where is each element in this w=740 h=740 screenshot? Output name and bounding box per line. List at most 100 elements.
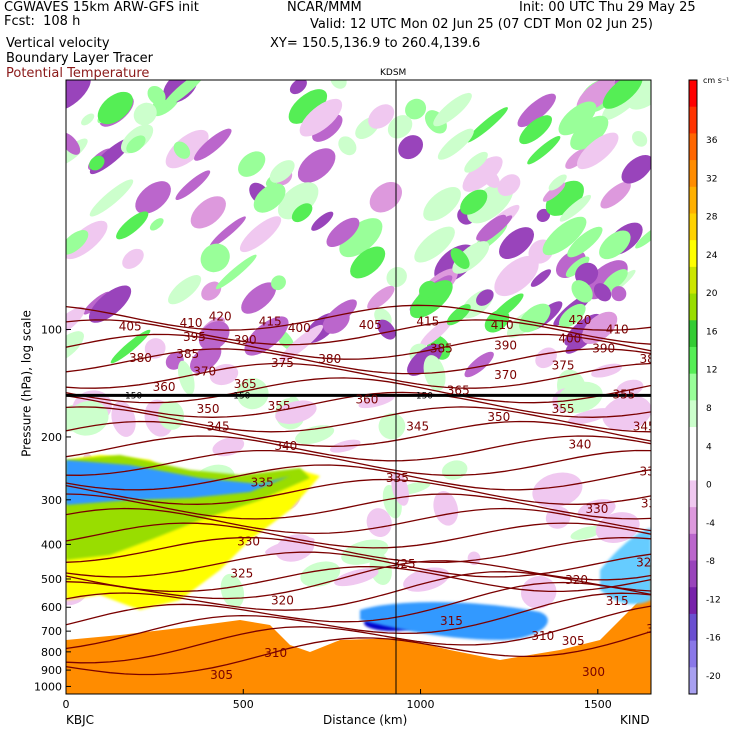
velocity-cell bbox=[369, 182, 402, 213]
station-label-right: KIND bbox=[620, 713, 650, 727]
theta-contour-label: 375 bbox=[552, 358, 575, 372]
velocity-cell bbox=[565, 256, 590, 278]
velocity-cell bbox=[312, 114, 343, 142]
colorbar-swatch bbox=[689, 560, 697, 588]
theta-contour-label: 375 bbox=[271, 356, 294, 370]
y-tick-label: 1000 bbox=[34, 680, 62, 693]
theta-contour-label: 420 bbox=[209, 310, 232, 324]
velocity-cell bbox=[269, 160, 295, 183]
colorbar-swatch bbox=[689, 587, 697, 615]
theta-contour-line bbox=[66, 348, 651, 375]
theta-contour-label: 365 bbox=[447, 383, 470, 397]
theta-contour-label: 390 bbox=[592, 341, 615, 355]
velocity-cell bbox=[175, 170, 211, 201]
tracer-blob bbox=[600, 528, 651, 605]
velocity-cell bbox=[66, 230, 89, 255]
velocity-cell bbox=[494, 255, 539, 297]
velocity-cell bbox=[616, 379, 644, 397]
velocity-cell bbox=[407, 344, 443, 376]
colorbar-swatch bbox=[689, 160, 697, 188]
theta-contour-label: 415 bbox=[259, 315, 282, 329]
velocity-cell bbox=[110, 329, 151, 364]
theta-contour-line bbox=[66, 377, 651, 404]
velocity-cell bbox=[410, 280, 453, 319]
velocity-cell bbox=[311, 211, 334, 231]
theta-contour-line bbox=[66, 304, 651, 331]
velocity-cell bbox=[289, 80, 307, 95]
velocity-cell bbox=[339, 218, 383, 258]
theta-contour-label: 340 bbox=[569, 438, 592, 452]
colorbar-swatch bbox=[689, 373, 697, 401]
velocity-cell bbox=[326, 217, 360, 248]
velocity-cell bbox=[147, 85, 166, 105]
theta-contour-line bbox=[66, 493, 651, 520]
x-tick-label: 1500 bbox=[584, 698, 612, 711]
theta-contour-label: 410 bbox=[491, 318, 514, 332]
colorbar-tick-label: 20 bbox=[706, 289, 718, 299]
colorbar-frame bbox=[688, 79, 698, 695]
theta-contour-label: 355 bbox=[612, 387, 635, 401]
colorbar-swatch bbox=[689, 106, 697, 134]
theta-contour-label: 380 bbox=[129, 351, 152, 365]
tropopause-label: 150 bbox=[125, 391, 142, 401]
velocity-cell bbox=[241, 282, 277, 314]
theta-contour-line bbox=[66, 319, 651, 346]
theta-contour-line bbox=[66, 605, 651, 664]
header-field-potential-temperature: Potential Temperature bbox=[6, 66, 150, 81]
theta-contour-label: 385 bbox=[430, 341, 453, 355]
theta-contour-label: 395 bbox=[183, 330, 206, 344]
velocity-cell bbox=[567, 408, 612, 425]
velocity-cell bbox=[567, 226, 603, 258]
velocity-cell bbox=[419, 280, 437, 298]
velocity-cell bbox=[97, 91, 133, 125]
velocity-cell bbox=[209, 216, 246, 248]
velocity-cell bbox=[291, 203, 313, 223]
velocity-cell bbox=[66, 80, 91, 111]
velocity-cell bbox=[198, 321, 230, 351]
theta-contour-label: 370 bbox=[193, 364, 216, 378]
theta-contour-label: 360 bbox=[153, 380, 176, 394]
colorbar-swatch bbox=[689, 213, 697, 241]
velocity-cell bbox=[499, 227, 535, 259]
colorbar-tick-label: -4 bbox=[706, 519, 715, 529]
velocity-cell bbox=[367, 285, 395, 310]
velocity-cell bbox=[602, 269, 628, 292]
theta-contour-label: 315 bbox=[606, 594, 629, 608]
theta-contour-label: 370 bbox=[494, 368, 517, 382]
plot-frame bbox=[65, 79, 652, 695]
velocity-cell bbox=[66, 132, 81, 155]
velocity-cell bbox=[238, 151, 266, 177]
header-forecast-hour: Fcst: 108 h bbox=[4, 14, 81, 29]
theta-contour-label: 345 bbox=[207, 420, 230, 434]
velocity-cell bbox=[570, 525, 603, 540]
theta-contour-label: 355 bbox=[552, 402, 575, 416]
theta-contour-label: 330 bbox=[237, 534, 260, 548]
theta-contour-line bbox=[66, 449, 651, 476]
velocity-cell bbox=[464, 351, 494, 378]
theta-contour-label: 415 bbox=[416, 315, 439, 329]
velocity-cell bbox=[275, 400, 317, 424]
velocity-cell bbox=[135, 181, 171, 214]
velocity-cell bbox=[377, 319, 396, 340]
tropopause-label: 150 bbox=[416, 391, 433, 401]
colorbar-swatch bbox=[689, 346, 697, 375]
colorbar-tick-label: 4 bbox=[706, 442, 712, 452]
y-tick-label: 100 bbox=[41, 323, 62, 336]
velocity-cell bbox=[559, 194, 592, 222]
theta-contour-line bbox=[66, 566, 651, 593]
theta-contour-label: 320 bbox=[565, 573, 588, 587]
theta-contour-label: 315 bbox=[440, 614, 463, 628]
velocity-cell bbox=[532, 472, 583, 508]
colorbar-swatch bbox=[689, 293, 697, 321]
velocity-cell bbox=[201, 281, 222, 301]
colorbar-swatch bbox=[689, 133, 697, 161]
y-tick-label: 200 bbox=[41, 431, 62, 444]
header-xy-endpoints: XY= 150.5,136.9 to 260.4,139.6 bbox=[270, 36, 481, 51]
y-tick-label: 600 bbox=[41, 601, 62, 614]
theta-contour-label: 305 bbox=[646, 622, 669, 636]
colorbar-swatch bbox=[689, 427, 697, 455]
theta-contour-line bbox=[66, 630, 651, 676]
theta-contour-label: 335 bbox=[251, 475, 274, 489]
velocity-cell bbox=[366, 508, 392, 538]
